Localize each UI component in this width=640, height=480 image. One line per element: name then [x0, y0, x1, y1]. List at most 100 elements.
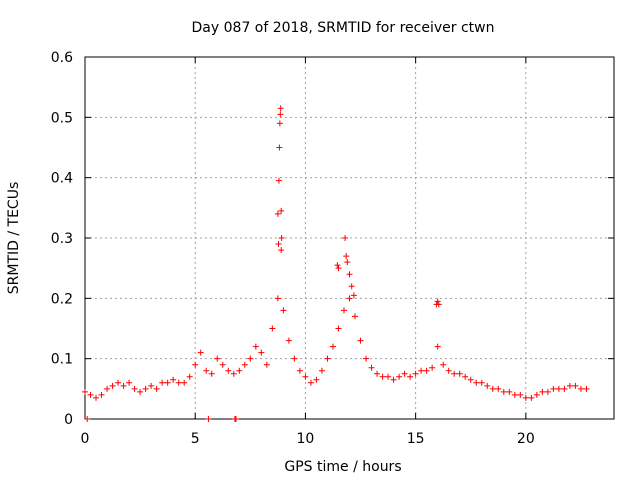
data-point: [277, 111, 284, 118]
data-point: [275, 177, 282, 184]
data-point: [577, 385, 584, 392]
data-point: [104, 385, 111, 392]
data-point: [528, 394, 535, 401]
data-point: [277, 105, 284, 112]
data-point: [434, 298, 441, 305]
data-point: [334, 262, 341, 269]
data-point: [401, 370, 408, 377]
data-point: [274, 295, 281, 302]
data-point: [241, 361, 248, 368]
y-tick-label: 0.1: [51, 352, 73, 368]
x-tick-label: 10: [297, 431, 315, 447]
data-point: [478, 379, 485, 386]
data-point: [115, 379, 122, 386]
data-point: [385, 373, 392, 380]
data-point: [236, 367, 243, 374]
data-point: [346, 295, 353, 302]
data-point: [263, 361, 270, 368]
data-point: [278, 207, 285, 214]
data-point: [164, 379, 171, 386]
data-point: [572, 382, 579, 389]
data-point: [329, 343, 336, 350]
x-tick-label: 5: [191, 431, 200, 447]
data-point: [555, 385, 562, 392]
y-tick-label: 0.3: [51, 231, 73, 247]
data-point: [275, 241, 282, 248]
data-point: [142, 385, 149, 392]
data-point: [159, 379, 166, 386]
data-point: [368, 364, 375, 371]
data-point: [440, 361, 447, 368]
data-point: [269, 325, 276, 332]
data-point: [539, 388, 546, 395]
data-point: [550, 385, 557, 392]
data-point: [318, 367, 325, 374]
data-point: [87, 391, 94, 398]
data-point: [435, 301, 442, 308]
data-point: [350, 292, 357, 299]
data-point: [511, 391, 518, 398]
x-axis-label: GPS time / hours: [284, 459, 401, 475]
data-point: [343, 253, 350, 260]
y-axis-label: SRMTID / TECUs: [6, 182, 22, 295]
data-point: [522, 394, 529, 401]
data-point: [340, 307, 347, 314]
data-point: [429, 364, 436, 371]
data-point: [517, 391, 524, 398]
data-point: [214, 355, 221, 362]
data-point: [153, 385, 160, 392]
data-point: [473, 379, 480, 386]
data-point: [561, 385, 568, 392]
data-point: [583, 385, 590, 392]
plot-frame: [84, 56, 615, 420]
data-point: [247, 355, 254, 362]
data-point: [219, 361, 226, 368]
data-point: [296, 367, 303, 374]
x-tick-label: 0: [81, 431, 90, 447]
data-point: [335, 265, 342, 272]
data-point: [566, 382, 573, 389]
data-point: [252, 343, 259, 350]
data-point: [451, 370, 458, 377]
data-point: [544, 388, 551, 395]
data-point: [98, 391, 105, 398]
data-point: [346, 271, 353, 278]
data-point: [181, 379, 188, 386]
data-point: [335, 325, 342, 332]
data-point: [192, 361, 199, 368]
data-point: [374, 370, 381, 377]
data-point: [412, 370, 419, 377]
data-point: [274, 210, 281, 217]
data-point: [462, 373, 469, 380]
chart-title: Day 087 of 2018, SRMTID for receiver ctw…: [192, 20, 495, 36]
grid-lines: [85, 57, 614, 419]
data-point: [205, 416, 212, 422]
data-point: [307, 379, 314, 386]
y-tick-label: 0: [64, 412, 73, 428]
data-point: [203, 367, 210, 374]
data-point: [423, 367, 430, 374]
data-point: [137, 388, 144, 395]
data-point: [208, 370, 215, 377]
y-tick-label: 0.5: [51, 110, 73, 126]
data-point: [506, 388, 513, 395]
data-point: [291, 355, 298, 362]
y-tick-label: 0.4: [51, 171, 73, 187]
data-point: [456, 370, 463, 377]
data-point: [278, 235, 285, 241]
data-point: [258, 349, 265, 356]
data-point: [276, 144, 283, 151]
data-point: [120, 382, 127, 389]
data-point: [276, 120, 283, 127]
data-point: [324, 355, 331, 362]
data-point: [93, 394, 100, 401]
data-point: [126, 379, 133, 386]
axis-ticks: 0 5 10 15 20 0 0.1 0.2 0.3 0.4 0.5 0.6: [51, 50, 614, 447]
data-point: [344, 259, 351, 266]
data-point: [484, 382, 491, 389]
data-point: [302, 373, 309, 380]
y-tick-label: 0.2: [51, 291, 73, 307]
data-point: [175, 379, 182, 386]
data-point: [186, 373, 193, 380]
